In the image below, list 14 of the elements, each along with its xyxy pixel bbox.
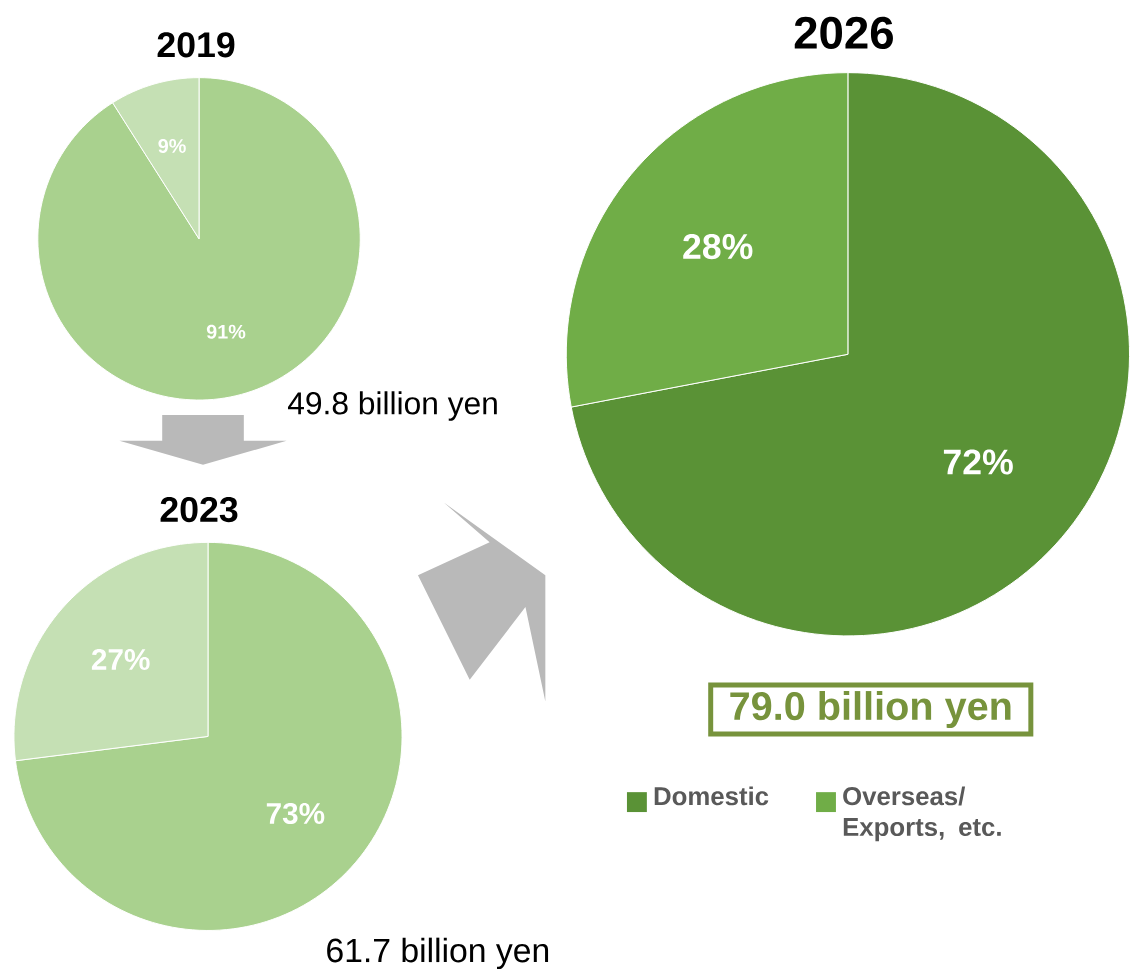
data-label: 9% [158, 138, 186, 153]
data-label: 28% [683, 233, 753, 260]
text: 79.0 billion yen [730, 690, 1011, 728]
data-label: 27% [91, 648, 150, 670]
chart-title: 2019 [157, 32, 235, 58]
legend-label: Domestic [654, 786, 769, 806]
data-label: 73% [266, 802, 325, 824]
legend-label: Overseas/ Exports, etc. [843, 786, 1001, 842]
chart-title: 2026 [794, 16, 893, 49]
data-label: 72% [943, 449, 1013, 475]
chart-title: 2023 [160, 496, 238, 523]
data-label: 91% [206, 324, 246, 339]
text: 61.7 billion yen [327, 937, 549, 969]
text: 49.8 billion yen [287, 391, 497, 421]
